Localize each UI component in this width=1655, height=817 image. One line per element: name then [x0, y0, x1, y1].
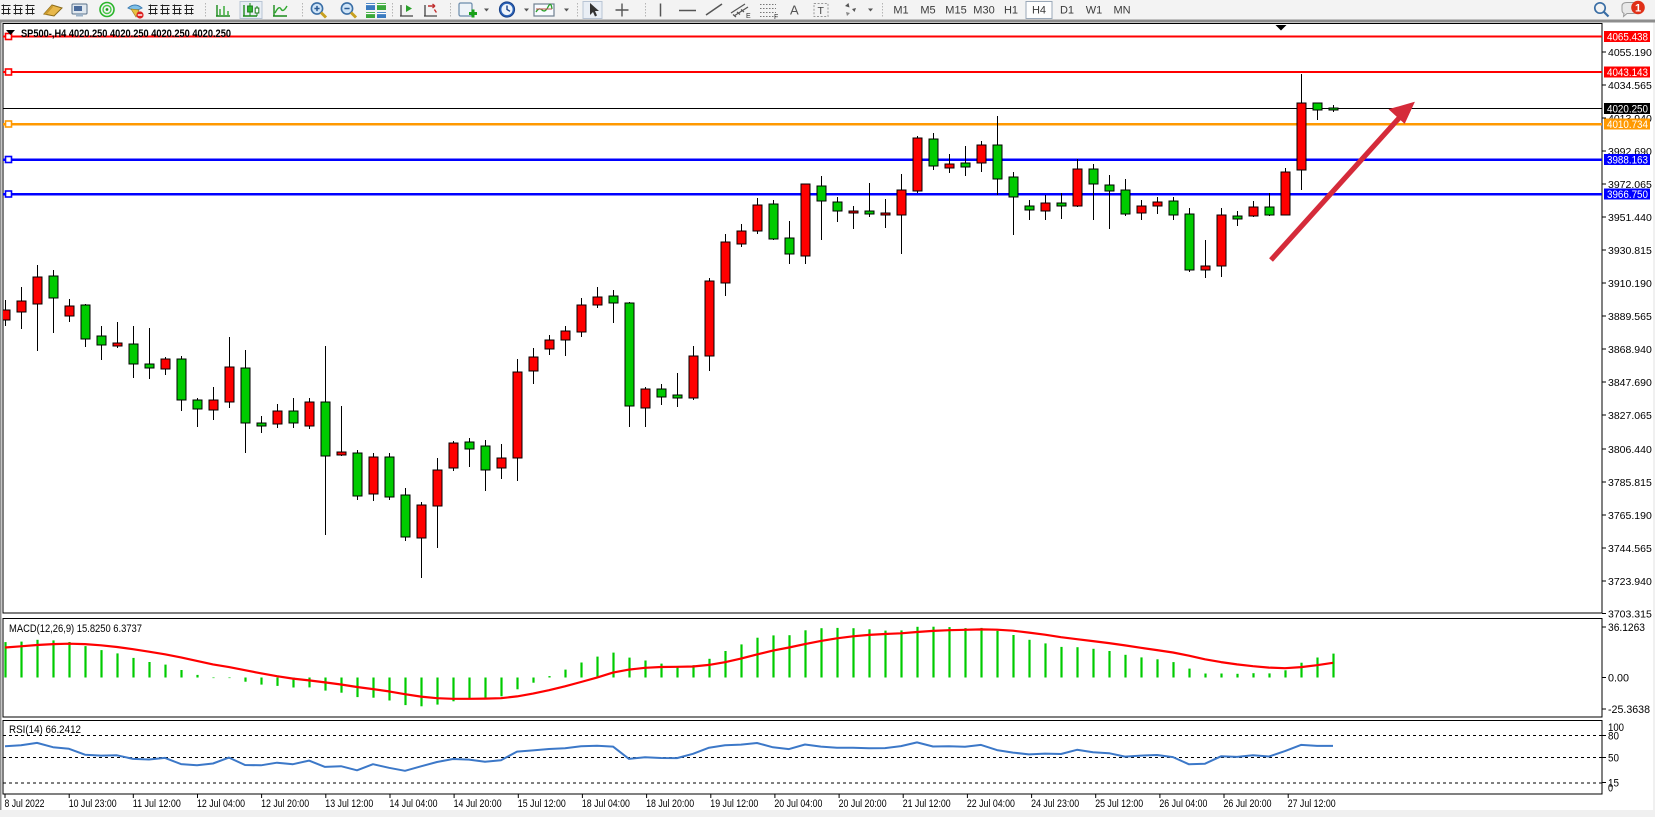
svg-text:3806.440: 3806.440 — [1608, 444, 1652, 456]
svg-text:11 Jul 12:00: 11 Jul 12:00 — [133, 798, 181, 810]
svg-text:14 Jul 20:00: 14 Jul 20:00 — [454, 798, 502, 810]
svg-text:3972.065: 3972.065 — [1608, 179, 1652, 191]
svg-text:20 Jul 04:00: 20 Jul 04:00 — [774, 798, 822, 810]
svg-text:20 Jul 20:00: 20 Jul 20:00 — [839, 798, 887, 810]
svg-text:3930.815: 3930.815 — [1608, 245, 1652, 257]
svg-text:25 Jul 12:00: 25 Jul 12:00 — [1095, 798, 1143, 810]
svg-text:15: 15 — [1608, 778, 1619, 790]
svg-text:10 Jul 23:00: 10 Jul 23:00 — [69, 798, 117, 810]
svg-text:15 Jul 12:00: 15 Jul 12:00 — [518, 798, 566, 810]
svg-text:MACD(12,26,9) 15.8250 6.3737: MACD(12,26,9) 15.8250 6.3737 — [9, 623, 142, 635]
svg-text:27 Jul 12:00: 27 Jul 12:00 — [1288, 798, 1336, 810]
svg-text:W1: W1 — [1086, 5, 1103, 17]
svg-text:3827.065: 3827.065 — [1608, 410, 1652, 422]
svg-text:24 Jul 23:00: 24 Jul 23:00 — [1031, 798, 1079, 810]
svg-text:4065.438: 4065.438 — [1607, 32, 1648, 44]
svg-text:18 Jul 04:00: 18 Jul 04:00 — [582, 798, 630, 810]
svg-text:3847.690: 3847.690 — [1608, 377, 1652, 389]
svg-text:M1: M1 — [893, 5, 908, 17]
svg-text:22 Jul 04:00: 22 Jul 04:00 — [967, 798, 1015, 810]
svg-text:36.1263: 36.1263 — [1608, 622, 1645, 634]
svg-text:E: E — [746, 13, 751, 20]
svg-text:0: 0 — [1608, 783, 1613, 795]
svg-text:3951.440: 3951.440 — [1608, 212, 1652, 224]
svg-text:26 Jul 04:00: 26 Jul 04:00 — [1159, 798, 1207, 810]
svg-text:13 Jul 12:00: 13 Jul 12:00 — [325, 798, 373, 810]
svg-text:F: F — [774, 14, 778, 21]
svg-text:D1: D1 — [1060, 5, 1074, 17]
svg-text:4020.250: 4020.250 — [1607, 104, 1648, 116]
svg-text:4034.565: 4034.565 — [1608, 80, 1652, 92]
svg-text:MN: MN — [1113, 5, 1130, 17]
svg-text:8 Jul 2022: 8 Jul 2022 — [5, 798, 45, 810]
svg-text:4010.734: 4010.734 — [1607, 119, 1648, 131]
svg-text:0.00: 0.00 — [1608, 673, 1629, 685]
svg-text:3868.940: 3868.940 — [1608, 344, 1652, 356]
svg-text:3703.315: 3703.315 — [1608, 609, 1652, 621]
svg-text:3765.190: 3765.190 — [1608, 510, 1652, 522]
svg-text:18 Jul 20:00: 18 Jul 20:00 — [646, 798, 694, 810]
svg-text:4055.190: 4055.190 — [1608, 47, 1652, 59]
svg-text:19 Jul 12:00: 19 Jul 12:00 — [710, 798, 758, 810]
svg-text:26 Jul 20:00: 26 Jul 20:00 — [1224, 798, 1272, 810]
svg-text:80: 80 — [1608, 731, 1619, 743]
svg-text:4043.143: 4043.143 — [1607, 67, 1648, 79]
svg-text:3988.163: 3988.163 — [1607, 155, 1648, 167]
svg-text:3744.565: 3744.565 — [1608, 543, 1652, 555]
svg-text:-25.3638: -25.3638 — [1608, 704, 1650, 716]
svg-text:3910.190: 3910.190 — [1608, 278, 1652, 290]
svg-text:50: 50 — [1608, 753, 1619, 765]
svg-text:100: 100 — [1608, 722, 1624, 734]
svg-text:A: A — [790, 3, 799, 18]
svg-text:M15: M15 — [945, 5, 966, 17]
svg-text:M30: M30 — [973, 5, 994, 17]
svg-text:12 Jul 04:00: 12 Jul 04:00 — [197, 798, 245, 810]
svg-text:H4: H4 — [1032, 5, 1046, 17]
svg-text:1: 1 — [1635, 3, 1641, 15]
svg-text:12 Jul 20:00: 12 Jul 20:00 — [261, 798, 309, 810]
svg-text:SP500-,H4 4020.250 4020.250 4: SP500-,H4 4020.250 4020.250 4020.250 402… — [21, 28, 231, 40]
svg-text:T: T — [818, 5, 825, 17]
svg-text:RSI(14) 66.2412: RSI(14) 66.2412 — [9, 724, 81, 736]
svg-text:14 Jul 04:00: 14 Jul 04:00 — [390, 798, 438, 810]
svg-text:3723.940: 3723.940 — [1608, 576, 1652, 588]
svg-text:21 Jul 12:00: 21 Jul 12:00 — [903, 798, 951, 810]
svg-text:3785.815: 3785.815 — [1608, 477, 1652, 489]
svg-text:3889.565: 3889.565 — [1608, 311, 1652, 323]
svg-text:3966.750: 3966.750 — [1607, 189, 1648, 201]
svg-text:M5: M5 — [920, 5, 935, 17]
svg-text:H1: H1 — [1004, 5, 1018, 17]
